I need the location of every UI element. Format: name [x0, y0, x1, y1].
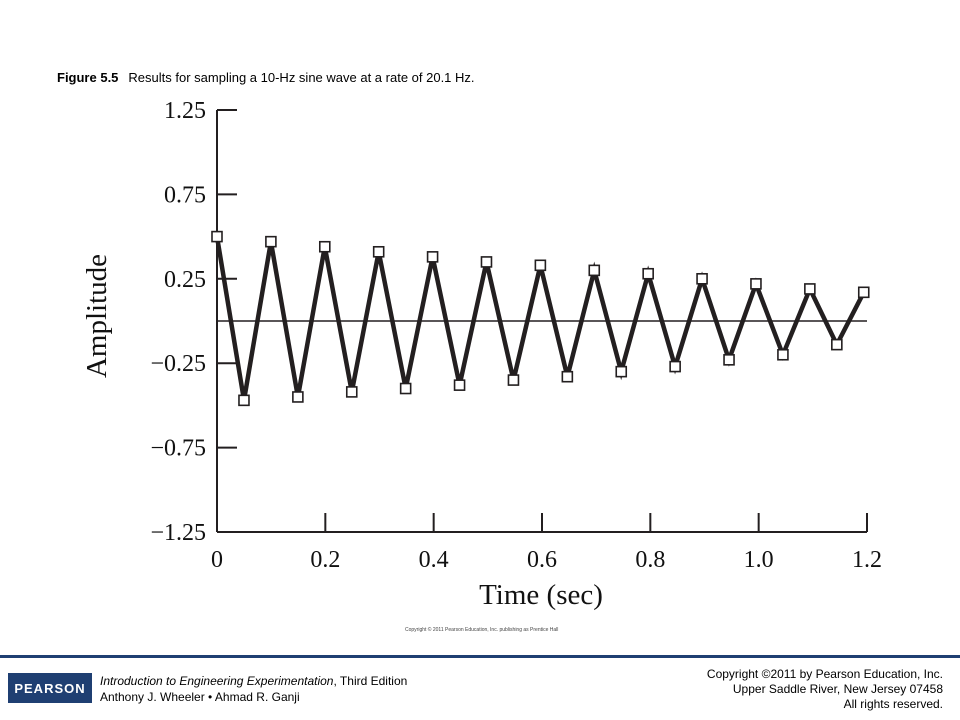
data-point-marker: [669, 360, 681, 373]
data-point-marker: [831, 338, 843, 351]
data-point-marker: [615, 365, 628, 378]
data-point-marker: [750, 278, 762, 290]
data-point-marker: [265, 235, 277, 248]
data-point-marker: [372, 245, 385, 258]
copyright-block: Copyright ©2011 by Pearson Education, In…: [707, 667, 943, 712]
book-title-line: Introduction to Engineering Experimentat…: [100, 673, 407, 689]
x-tick-label: 1.0: [744, 547, 774, 573]
y-tick-label: 1.25: [164, 98, 206, 124]
data-point-marker: [292, 391, 304, 403]
book-title: Introduction to Engineering Experimentat…: [100, 674, 334, 688]
figure-copyright-note: Copyright © 2011 Pearson Education, Inc.…: [405, 627, 559, 633]
data-point-marker: [318, 240, 331, 253]
data-point-marker: [723, 354, 735, 366]
x-axis-title: Time (sec): [479, 579, 603, 611]
footer-divider: [0, 655, 960, 658]
data-point-marker: [426, 251, 439, 263]
x-tick-label: 1.2: [852, 547, 882, 573]
pearson-logo-text: PEARSON: [14, 680, 86, 696]
x-tick-label: 0.8: [635, 547, 665, 573]
figure-caption-text: Results for sampling a 10-Hz sine wave a…: [128, 70, 475, 85]
book-info: Introduction to Engineering Experimentat…: [100, 673, 407, 705]
data-point-marker: [534, 259, 547, 272]
data-point-marker: [642, 267, 654, 280]
data-point-marker: [345, 386, 358, 398]
data-point-marker: [507, 374, 520, 386]
y-axis-title: Amplitude: [81, 254, 113, 378]
copyright-line-2: Upper Saddle River, New Jersey 07458: [732, 682, 943, 696]
chart-series: [211, 230, 870, 407]
y-tick-label: −1.25: [150, 520, 206, 546]
data-point-marker: [696, 272, 708, 285]
book-edition: , Third Edition: [333, 674, 408, 688]
data-point-marker: [588, 264, 601, 277]
pearson-logo: PEARSON: [8, 673, 92, 703]
chart-axes: 1.25 0.75 0.25 −0.25 −0.75 −1.250 0.2 0.4 0.6 0.8…: [150, 98, 882, 573]
copyright-line-3: All rights reserved.: [843, 697, 943, 711]
y-tick-label: −0.75: [150, 436, 206, 462]
data-point-marker: [211, 230, 223, 243]
data-point-marker: [561, 370, 574, 383]
copyright-line-1: Copyright ©2011 by Pearson Education, In…: [706, 667, 943, 681]
figure-number: Figure 5.5: [57, 70, 119, 85]
data-point-marker: [857, 286, 870, 299]
data-point-marker: [777, 348, 789, 361]
figure-caption: Figure 5.5 Results for sampling a 10-Hz s…: [57, 70, 475, 85]
data-point-marker: [399, 382, 412, 395]
x-tick-label: 0.4: [419, 547, 449, 573]
data-point-marker: [453, 379, 466, 391]
data-point-marker: [480, 256, 493, 268]
book-authors: Anthony J. Wheeler • Ahmad R. Ganji: [100, 690, 300, 704]
x-tick-label: 0.6: [527, 547, 557, 573]
y-tick-label: 0.25: [164, 267, 206, 293]
x-tick-label: 0: [211, 547, 223, 573]
data-point-marker: [804, 283, 816, 295]
x-tick-label: 0.2: [310, 547, 340, 573]
y-tick-label: 0.75: [164, 182, 206, 208]
y-tick-label: −0.25: [150, 351, 206, 377]
data-point-marker: [238, 394, 250, 407]
